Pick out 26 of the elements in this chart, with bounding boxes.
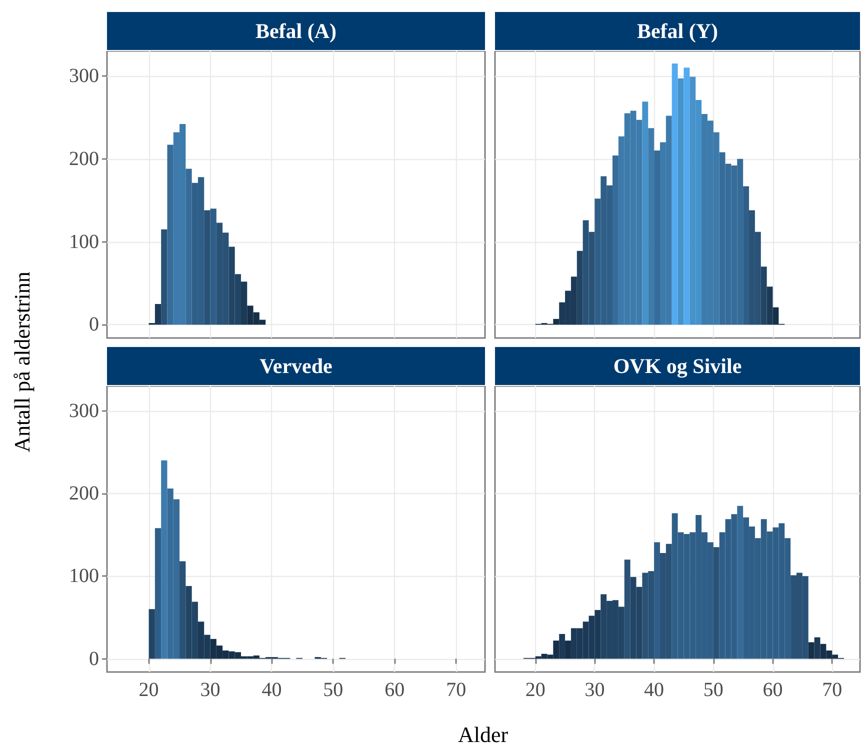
x-tick-label: 40 xyxy=(644,679,664,701)
chart-title: Befal (A) xyxy=(107,12,485,50)
y-tick-label: 0 xyxy=(89,314,99,336)
x-tick-label: 70 xyxy=(446,679,466,701)
x-tick-label: 40 xyxy=(262,679,282,701)
chart-title: Vervede xyxy=(107,347,485,385)
x-tick-label: 20 xyxy=(138,679,159,701)
x-tick-label: 50 xyxy=(323,679,344,701)
x-tick-label: 30 xyxy=(584,679,605,701)
y-tick-label: 300 xyxy=(69,64,99,87)
x-axis-title: Alder xyxy=(458,722,508,747)
y-tick-label: 0 xyxy=(89,648,99,670)
y-tick-label: 200 xyxy=(69,148,99,170)
chart-title: OVK og Sivile xyxy=(495,347,860,385)
x-tick-label: 20 xyxy=(525,679,546,701)
y-axis-title: Antall på alderstrinn xyxy=(8,272,35,452)
y-tick-label: 200 xyxy=(69,482,99,504)
x-tick-label: 60 xyxy=(762,679,783,701)
x-tick-label: 70 xyxy=(822,679,842,701)
y-tick-label: 100 xyxy=(69,565,99,588)
x-tick-label: 50 xyxy=(703,679,724,701)
x-tick-label: 60 xyxy=(384,679,405,701)
x-tick-label: 30 xyxy=(200,679,220,701)
chart-title: Befal (Y) xyxy=(495,12,860,50)
y-tick-label: 100 xyxy=(69,230,99,253)
y-tick-label: 300 xyxy=(69,400,99,422)
